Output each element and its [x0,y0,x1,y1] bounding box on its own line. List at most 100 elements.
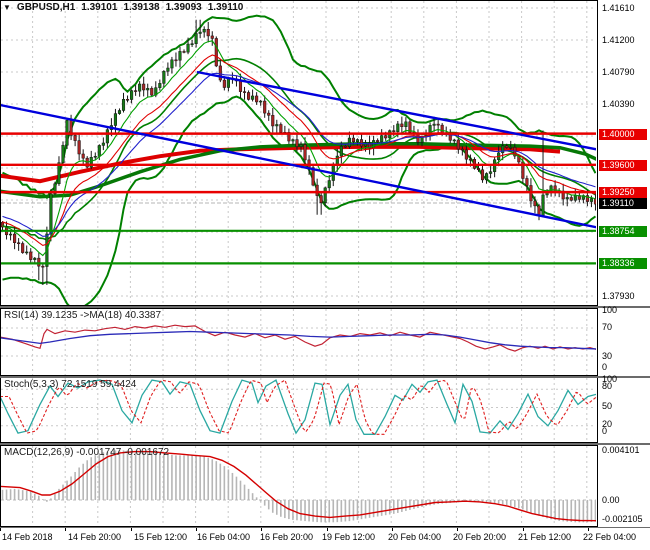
candle-bull [166,67,170,72]
panel-resize-handle[interactable] [0,526,650,528]
rsi-plot[interactable] [0,324,597,352]
candle-bull [452,139,456,142]
candle-bear [21,243,25,253]
candle-bull [259,100,263,103]
rsi-axis-label: 30 [602,351,613,361]
slow-ma-green [1,142,596,199]
candle-bear [134,90,138,92]
candle-bear [343,145,347,148]
candle-bull [25,251,29,254]
candle-bear [255,95,259,103]
panel-resize-handle[interactable] [0,443,650,445]
candle-bear [279,124,283,133]
candle-bear [77,140,81,155]
quote-close: 1.39110 [207,2,244,13]
candle-bear [242,91,247,93]
main-chart-plot[interactable] [0,14,600,309]
candle-bear [400,123,404,127]
candle-bear [464,149,468,160]
symbol-dropdown-icon[interactable]: ▼ [3,3,11,12]
candle-bull [53,183,57,195]
candle-bear [247,92,251,100]
candle-bear [214,38,218,67]
candle-bear [125,99,130,101]
price-axis-label: 1.40390 [602,99,635,109]
bollinger-upper-band [2,14,596,200]
candle-bull [355,139,360,142]
candle-bear [408,121,412,133]
price-badge-resistance: 1.39600 [599,159,647,171]
price-badge-current: 1.39110 [599,197,647,209]
stoch-axis-label: 100 [602,374,618,384]
panel-resize-handle[interactable] [0,306,650,308]
time-axis-label: 14 Feb 2018 [2,532,53,542]
candle-bear [476,168,481,171]
rsi-indicator-label: RSI(14) 39.1235 ->MA(18) 40.3387 [4,310,162,321]
candle-bull [178,51,182,61]
candle-bear [468,158,472,161]
time-axis-label: 20 Feb 04:00 [388,532,442,542]
candle-bull [565,197,569,200]
rsi-line [1,324,596,352]
panel-resize-handle[interactable] [0,375,650,378]
main-panel[interactable] [0,0,598,306]
stoch-panel[interactable] [0,377,598,443]
candle-bear [392,130,396,132]
candle-bear [238,80,243,92]
candle-bull [339,145,343,157]
trendline[interactable] [196,70,600,151]
candle-bear [210,35,214,39]
candle-bear [537,205,541,216]
quote-high: 1.39138 [123,2,160,13]
candle-bear [505,145,509,148]
candle-bull [198,31,202,34]
candle-bear [17,242,21,245]
price-badge-resistance: 1.39250 [599,186,647,198]
candle-bull [49,193,53,235]
candle-bull [158,83,162,88]
candle-bear [569,197,573,201]
candle-bull [291,139,295,142]
candle-bull [194,33,198,44]
rsi-axis-label: 70 [602,322,613,332]
candle-bull [101,142,105,146]
candle-bull [186,43,190,53]
candle-bull [146,88,150,91]
macd-indicator-label: MACD(12,26,9) -0.001747 -0.001672 [4,447,170,458]
stoch-plot[interactable] [0,379,597,435]
candle-bull [61,144,65,163]
candle-bull [162,71,166,84]
stoch-axis-label: 20 [602,419,613,429]
macd-axis-label: -0.002105 [602,514,643,524]
ema-slow-blue [2,72,596,237]
candle-bear [456,139,460,150]
candle-bull [589,198,593,202]
candle-bull [404,121,408,127]
stoch-k-line [1,379,596,435]
ema-mid-red [2,54,596,247]
candle-bull [501,145,505,154]
price-badge-resistance: 1.40000 [599,128,647,140]
rsi-panel[interactable] [0,308,598,376]
trendline[interactable] [0,103,600,229]
candle-bull [275,124,279,127]
candle-bear [359,139,364,147]
quote-open: 1.39101 [81,2,118,13]
symbol-label: GBPUSD,H1 [16,2,76,13]
candle-bear [37,257,41,267]
candle-bear [263,100,267,114]
candle-bull [327,180,331,189]
candle-bear [206,29,210,37]
candle-bull [190,43,194,45]
stoch-axis-label: 0 [602,426,608,436]
candle-bear [384,135,388,139]
candle-bull [33,257,37,260]
candle-bull [299,144,303,147]
macd-plot[interactable] [0,450,597,523]
rsi-ma-line [1,330,596,350]
candle-bull [323,187,327,203]
time-axis-label: 19 Feb 12:00 [322,532,376,542]
candle-bull [432,123,436,126]
candle-bull [251,95,255,100]
